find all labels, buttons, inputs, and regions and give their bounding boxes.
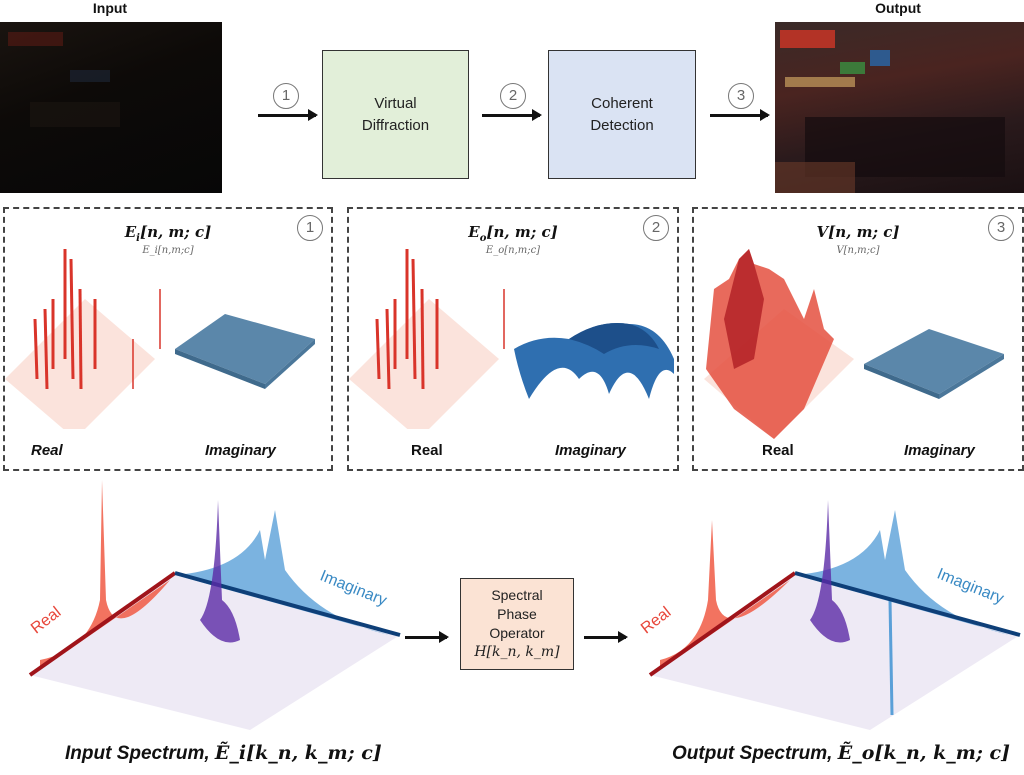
input-spectrum-caption: Input Spectrum, Ẽ_i[k_n, k_m; c] xyxy=(65,742,382,764)
imaginary-curved-surface xyxy=(514,323,674,399)
real-caption: Real xyxy=(31,442,63,459)
operator-line: Operator xyxy=(489,625,545,641)
step-1-marker: 1 xyxy=(273,83,299,109)
panel-title: V[n, m; c] xyxy=(816,223,900,241)
imaginary-flat-plot xyxy=(175,314,315,389)
output-spectrum-caption: Output Spectrum, Ẽ_o[k_n, k_m; c] xyxy=(672,742,1011,764)
input-spectrum-plot xyxy=(28,480,401,730)
output-spectrum-plot xyxy=(648,500,1021,730)
step-3-marker: 3 xyxy=(728,83,754,109)
panel-detected-field: V[n, m; c] V[n,m;c] 3 Real Imaginary xyxy=(692,207,1024,471)
real-surface-plot xyxy=(349,249,505,429)
panel-input-field: Ei[n, m; c] E_i[n,m;c] 1 Real Imaginary xyxy=(3,207,333,471)
step-2-marker: 2 xyxy=(500,83,526,109)
real-caption: Real xyxy=(762,442,794,459)
imaginary-caption: Imaginary xyxy=(555,442,626,459)
output-label: Output xyxy=(875,0,921,16)
step-3-marker: 3 xyxy=(988,215,1014,241)
imaginary-caption: Imaginary xyxy=(205,442,276,459)
real-caption: Real xyxy=(411,442,443,459)
spectral-phase-operator-box: Spectral Phase Operator H[k_n, k_m] xyxy=(460,578,574,670)
input-image xyxy=(0,22,222,193)
panel-title: Ei[n, m; c] xyxy=(124,223,212,244)
virtual-diffraction-label: Virtual Diffraction xyxy=(361,94,430,134)
panel-title-text: E_i[n,m;c] xyxy=(142,245,194,256)
arrow-icon xyxy=(584,631,628,643)
real-surface-plot xyxy=(5,249,161,429)
real-surface-plot xyxy=(704,249,854,439)
arrow-icon xyxy=(710,109,770,121)
output-image xyxy=(775,22,1024,193)
input-label: Input xyxy=(92,0,128,16)
arrow-icon xyxy=(258,109,318,121)
arrow-icon xyxy=(405,631,449,643)
imaginary-caption: Imaginary xyxy=(904,442,975,459)
step-1-marker: 1 xyxy=(297,215,323,241)
virtual-diffraction-box: Virtual Diffraction xyxy=(322,50,469,179)
coherent-detection-box: Coherent Detection xyxy=(548,50,696,179)
panel-output-field: Eo[n, m; c] E_o[n,m;c] 2 Real Imaginary xyxy=(347,207,679,471)
coherent-detection-label: Coherent Detection xyxy=(590,94,654,134)
imaginary-flat-plot xyxy=(864,329,1004,399)
operator-line: Phase xyxy=(497,606,537,622)
operator-math: H[k_n, k_m] xyxy=(474,644,560,660)
arrow-icon xyxy=(482,109,542,121)
operator-line: Spectral xyxy=(491,587,543,603)
step-2-marker: 2 xyxy=(643,215,669,241)
panel-title-text: V[n,m;c] xyxy=(836,245,880,256)
panel-title-text: E_o[n,m;c] xyxy=(485,245,541,256)
panel-title: Eo[n, m; c] xyxy=(468,223,558,244)
